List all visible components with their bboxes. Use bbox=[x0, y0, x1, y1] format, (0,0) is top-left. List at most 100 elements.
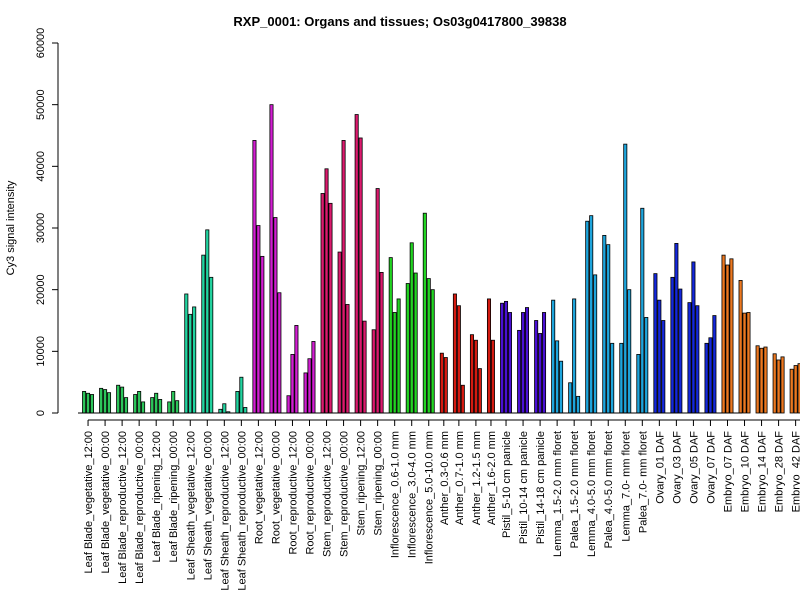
bar bbox=[99, 387, 104, 414]
x-tick-label: Ovary_03 DAF bbox=[671, 431, 683, 504]
x-tick-label: Root_reproductive_00:00 bbox=[305, 431, 317, 555]
x-tick-label: Pistil_14-18 cm panicle bbox=[535, 431, 547, 544]
bar bbox=[746, 312, 751, 414]
bar bbox=[653, 273, 658, 414]
bar bbox=[354, 114, 359, 414]
x-tick-label: Root_reproductive_12:00 bbox=[287, 431, 299, 555]
bar bbox=[252, 140, 257, 414]
x-tick-label: Inflorescence_0.6-1.0 mm bbox=[390, 431, 402, 558]
bar bbox=[158, 399, 163, 414]
x-tick-label: Stem_ripening_12:00 bbox=[356, 431, 368, 536]
bar bbox=[89, 394, 94, 414]
bar bbox=[521, 312, 526, 414]
bar bbox=[477, 368, 482, 414]
bar bbox=[452, 293, 457, 414]
bar bbox=[209, 276, 214, 414]
bar bbox=[721, 254, 726, 414]
y-tick-label: 0 bbox=[35, 410, 47, 416]
bar bbox=[504, 300, 509, 414]
bar bbox=[443, 357, 448, 414]
bar bbox=[439, 352, 444, 414]
x-tick-label: Ovary_07 DAF bbox=[705, 431, 717, 504]
bar bbox=[345, 304, 350, 414]
bar bbox=[525, 307, 530, 414]
bar bbox=[742, 312, 747, 414]
bar bbox=[167, 401, 172, 414]
bar bbox=[371, 329, 376, 414]
bar bbox=[320, 193, 325, 414]
bar bbox=[154, 392, 159, 414]
bar bbox=[602, 234, 607, 414]
bar bbox=[568, 382, 573, 414]
bar bbox=[610, 342, 615, 414]
x-tick-label: Inflorescence_3.0-4.0 mm bbox=[407, 431, 419, 558]
bar bbox=[430, 289, 435, 414]
bar bbox=[572, 298, 577, 414]
bar bbox=[171, 391, 176, 414]
bar bbox=[290, 354, 295, 414]
bar bbox=[559, 360, 564, 414]
x-tick-label: Embryo_28 DAF bbox=[774, 431, 786, 513]
bar bbox=[538, 333, 543, 414]
bar bbox=[379, 271, 384, 414]
x-tick-label: Ovary_05 DAF bbox=[688, 431, 700, 504]
bar bbox=[86, 392, 91, 414]
x-tick-label: Embryo_10 DAF bbox=[740, 431, 752, 513]
bar bbox=[490, 339, 495, 414]
bar bbox=[103, 389, 108, 414]
bar bbox=[324, 168, 329, 414]
bar bbox=[542, 312, 547, 414]
bar bbox=[606, 244, 611, 414]
bar bbox=[763, 346, 768, 414]
bar bbox=[337, 251, 342, 414]
bar bbox=[674, 243, 679, 414]
bar bbox=[116, 384, 121, 414]
bar bbox=[691, 261, 696, 414]
chart-title: RXP_0001: Organs and tissues; Os03g04178… bbox=[233, 14, 566, 29]
x-tick-label: Root_vegetative_00:00 bbox=[270, 431, 282, 544]
bar bbox=[640, 207, 645, 414]
bar bbox=[422, 212, 427, 414]
x-tick-label: Palea_4.0-5.0 mm floret bbox=[603, 431, 615, 548]
bar bbox=[260, 255, 265, 414]
x-tick-label: Leaf Sheath_reproductive_12:00 bbox=[219, 431, 231, 591]
bar bbox=[780, 356, 785, 414]
bar bbox=[776, 359, 781, 414]
bar bbox=[593, 274, 598, 414]
bar bbox=[405, 283, 410, 414]
bar bbox=[644, 317, 649, 414]
x-tick-label: Embryo_42 DAF bbox=[791, 431, 800, 513]
x-tick-label: Anther_1.2-1.5 mm bbox=[471, 431, 483, 525]
x-tick-label: Leaf Blade_vegetative_12:00 bbox=[83, 431, 95, 574]
bar bbox=[192, 306, 197, 414]
bar bbox=[695, 305, 700, 414]
x-tick-label: Palea_7.0- mm floret bbox=[637, 431, 649, 533]
bar bbox=[205, 229, 210, 414]
bar bbox=[500, 302, 505, 414]
bar bbox=[738, 280, 743, 414]
x-tick-label: Stem_reproductive_00:00 bbox=[339, 431, 351, 557]
x-tick-label: Lemma_7.0- mm floret bbox=[620, 431, 632, 542]
bar bbox=[589, 215, 594, 414]
bar bbox=[341, 140, 346, 414]
x-tick-label: Root_vegetative_12:00 bbox=[253, 431, 265, 544]
bars-group bbox=[82, 104, 800, 414]
bar bbox=[755, 345, 760, 414]
x-tick-label: Leaf Sheath_vegetative_00:00 bbox=[202, 431, 214, 580]
bar bbox=[585, 220, 590, 414]
x-tick-label: Leaf Blade_reproductive_12:00 bbox=[117, 431, 129, 584]
bar bbox=[222, 403, 227, 414]
bar bbox=[725, 264, 730, 414]
x-tick-label: Anther_0.3-0.6 mm bbox=[439, 431, 451, 525]
bar bbox=[661, 320, 666, 414]
bar bbox=[793, 365, 798, 414]
bar bbox=[235, 391, 240, 414]
bar bbox=[375, 188, 380, 414]
x-tick-label: Palea_1.5-2.0 mm floret bbox=[569, 431, 581, 548]
x-tick-label: Pistil_5-10 cm panicle bbox=[501, 431, 513, 538]
bar bbox=[772, 353, 777, 414]
bar bbox=[789, 368, 794, 414]
x-tick-label: Anther_1.6-2.0 mm bbox=[486, 431, 498, 525]
bar bbox=[678, 288, 683, 414]
bar bbox=[150, 397, 155, 414]
